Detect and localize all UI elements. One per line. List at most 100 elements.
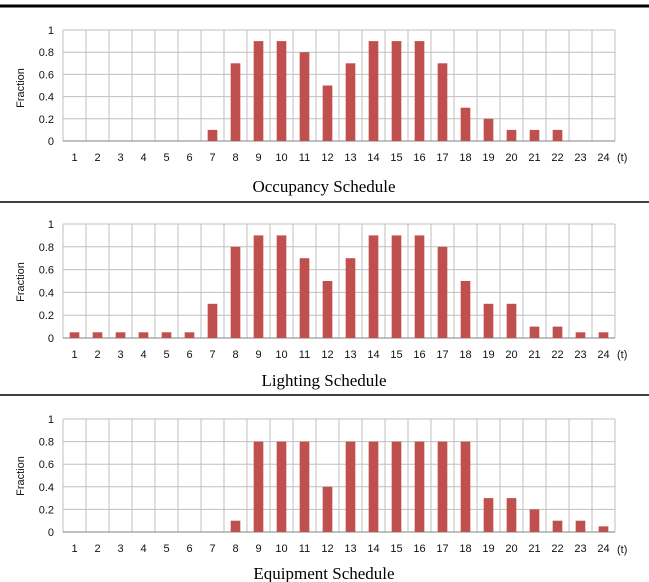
lighting-xtick-label: 21: [528, 349, 540, 361]
equipment-xtick-label: 17: [436, 543, 448, 555]
occupancy-xtick-label: 3: [117, 152, 123, 164]
occupancy-xtick-label: 15: [390, 152, 402, 164]
occupancy-bar: [207, 129, 218, 141]
occupancy-xtick-label: 18: [459, 152, 471, 164]
lighting-bar: [92, 332, 103, 338]
lighting-xtick-label: 8: [232, 349, 238, 361]
equipment-ylabel: Fraction: [15, 456, 27, 496]
occupancy-ytick-label: 0.6: [39, 69, 54, 81]
equipment-bar: [460, 441, 471, 532]
lighting-bar: [115, 332, 126, 338]
lighting-xtick-label: 10: [275, 349, 287, 361]
occupancy-bar: [276, 41, 287, 141]
lighting-ytick-label: 0.4: [39, 287, 54, 299]
lighting-chart: Fraction 00.20.40.60.81 1 2 3 4 5 6 7 8 9 10 11 12 1…: [15, 219, 627, 361]
lighting-title: Lighting Schedule: [261, 371, 386, 390]
occupancy-bar: [529, 129, 540, 141]
equipment-xtick-label: 9: [255, 543, 261, 555]
lighting-xtick-label: 11: [299, 349, 310, 361]
lighting-bar: [598, 332, 609, 338]
equipment-xtick-label: 1: [71, 543, 77, 555]
equipment-bar: [575, 520, 586, 532]
lighting-xtick-label: 23: [574, 349, 586, 361]
lighting-bar: [483, 303, 494, 338]
lighting-xtick-label: 17: [436, 349, 448, 361]
lighting-bar: [437, 246, 448, 338]
occupancy-xtick-label: 21: [528, 152, 540, 164]
equipment-xtick-label: 10: [275, 543, 287, 555]
equipment-bar: [414, 441, 425, 532]
equipment-ytick-label: 0.6: [39, 459, 54, 471]
occupancy-bar: [322, 85, 333, 141]
lighting-xtick-label: 2: [94, 349, 100, 361]
lighting-bar: [529, 326, 540, 338]
occupancy-title: Occupancy Schedule: [252, 177, 395, 196]
occupancy-bar: [391, 41, 402, 141]
occupancy-bar: [460, 107, 471, 141]
lighting-bar: [207, 303, 218, 338]
equipment-bar: [299, 441, 310, 532]
lighting-xtick-label: 12: [321, 349, 333, 361]
occupancy-xtick-label: 6: [186, 152, 192, 164]
equipment-xtick-label: 14: [367, 543, 379, 555]
lighting-xtick-label: 15: [390, 349, 402, 361]
lighting-ytick-label: 0.6: [39, 265, 54, 277]
occupancy-xtick-label: 20: [505, 152, 517, 164]
equipment-xtick-label: 21: [528, 543, 540, 555]
equipment-xtick-label: 12: [321, 543, 333, 555]
equipment-bar: [483, 498, 494, 532]
equipment-title: Equipment Schedule: [253, 564, 394, 582]
occupancy-xtick-label: 13: [344, 152, 356, 164]
lighting-ytick-label: 0.8: [39, 242, 54, 254]
equipment-xtick-label: 6: [186, 543, 192, 555]
lighting-bar: [138, 332, 149, 338]
lighting-bar: [184, 332, 195, 338]
lighting-bar: [276, 235, 287, 338]
occupancy-bar: [483, 118, 494, 141]
occupancy-bar: [414, 41, 425, 141]
equipment-bar: [437, 441, 448, 532]
lighting-xunit: (t): [617, 349, 627, 361]
lighting-bar: [230, 246, 241, 338]
lighting-xtick-label: 6: [186, 349, 192, 361]
lighting-xtick-label: 22: [551, 349, 563, 361]
occupancy-bar: [506, 129, 517, 141]
equipment-bar: [391, 441, 402, 532]
lighting-xtick-label: 19: [482, 349, 494, 361]
equipment-chart: Fraction 00.20.40.60.81 1 2 3 4 5 6 7 8 9 10 11 12 1…: [15, 414, 627, 556]
lighting-ytick-label: 0.2: [39, 310, 54, 322]
lighting-xtick-label: 3: [117, 349, 123, 361]
occupancy-ytick-label: 0.2: [39, 114, 54, 126]
occupancy-bar: [253, 41, 264, 141]
equipment-xtick-label: 8: [232, 543, 238, 555]
lighting-bar: [414, 235, 425, 338]
equipment-xtick-label: 11: [299, 543, 310, 555]
occupancy-xtick-label: 19: [482, 152, 494, 164]
lighting-xtick-label: 13: [344, 349, 356, 361]
lighting-xtick-label: 7: [209, 349, 215, 361]
occupancy-chart: Fraction 00.20.40.60.81 1 2 3 4 5 6 7 8 9 10 11 12 1…: [15, 25, 627, 164]
lighting-bar: [253, 235, 264, 338]
occupancy-xtick-label: 24: [597, 152, 609, 164]
equipment-xtick-label: 2: [94, 543, 100, 555]
occupancy-xtick-label: 11: [299, 152, 310, 164]
occupancy-xtick-label: 12: [321, 152, 333, 164]
equipment-ytick-label: 0: [48, 527, 54, 539]
lighting-bar: [368, 235, 379, 338]
occupancy-xtick-label: 9: [255, 152, 261, 164]
equipment-bar: [552, 520, 563, 532]
occupancy-xtick-label: 22: [551, 152, 563, 164]
equipment-bar: [506, 498, 517, 532]
lighting-bar: [552, 326, 563, 338]
occupancy-bar: [345, 63, 356, 141]
occupancy-xtick-label: 1: [71, 152, 77, 164]
occupancy-xtick-label: 23: [574, 152, 586, 164]
lighting-xtick-label: 5: [163, 349, 169, 361]
occupancy-bar: [368, 41, 379, 141]
lighting-bar: [69, 332, 80, 338]
equipment-xtick-label: 4: [140, 543, 146, 555]
equipment-xunit: (t): [617, 544, 627, 556]
equipment-xtick-label: 19: [482, 543, 494, 555]
lighting-bar: [506, 303, 517, 338]
